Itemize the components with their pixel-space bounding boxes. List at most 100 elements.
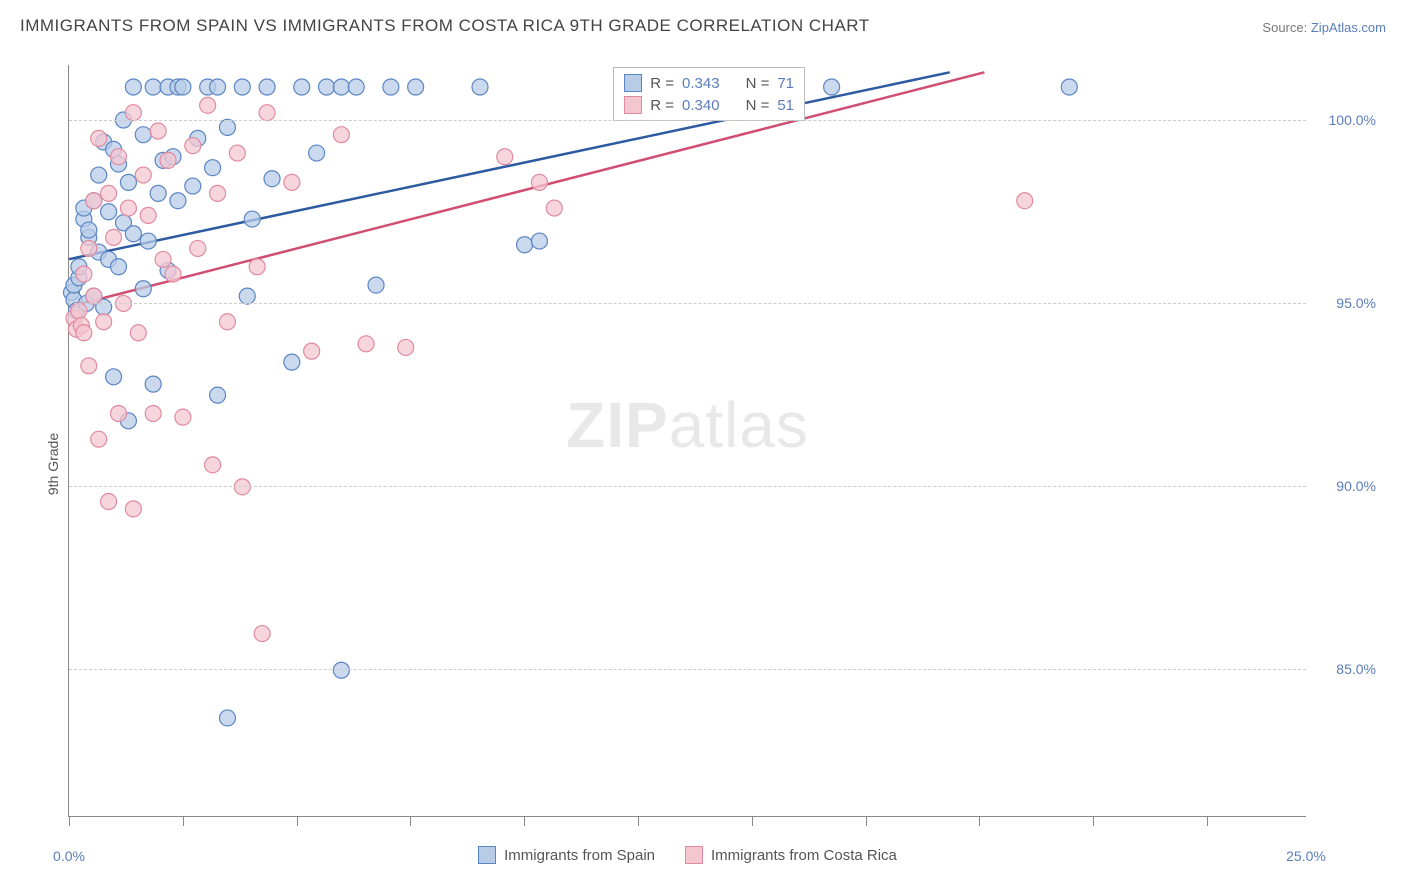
scatter-point (101, 185, 117, 201)
x-tick (1207, 816, 1208, 826)
scatter-point (517, 237, 533, 253)
scatter-point (145, 376, 161, 392)
scatter-point (239, 288, 255, 304)
x-tick (524, 816, 525, 826)
scatter-point (135, 127, 151, 143)
scatter-point (111, 259, 127, 275)
scatter-point (200, 97, 216, 113)
scatter-point (120, 174, 136, 190)
r-label: R = (650, 97, 674, 114)
scatter-point (531, 174, 547, 190)
scatter-point (249, 259, 265, 275)
scatter-point (175, 409, 191, 425)
scatter-point (254, 626, 270, 642)
y-tick-label: 100.0% (1329, 112, 1376, 128)
scatter-point (1017, 193, 1033, 209)
scatter-point (106, 369, 122, 385)
scatter-point (205, 160, 221, 176)
legend-item-spain: Immigrants from Spain (478, 846, 655, 864)
scatter-point (96, 314, 112, 330)
legend-swatch-spain-icon (478, 846, 496, 864)
scatter-point (244, 211, 260, 227)
y-tick-label: 90.0% (1336, 478, 1376, 494)
r-value-spain: 0.343 (682, 75, 720, 92)
plot-area: ZIPatlas R = 0.343 N = 71 R = 0.340 N = … (68, 65, 1306, 817)
legend-label-costarica: Immigrants from Costa Rica (711, 847, 897, 864)
scatter-point (86, 193, 102, 209)
scatter-point (140, 233, 156, 249)
n-label: N = (746, 75, 770, 92)
scatter-point (546, 200, 562, 216)
scatter-point (210, 387, 226, 403)
correlation-legend: R = 0.343 N = 71 R = 0.340 N = 51 (613, 67, 805, 121)
scatter-point (145, 79, 161, 95)
scatter-point (264, 171, 280, 187)
scatter-point (135, 167, 151, 183)
scatter-point (234, 79, 250, 95)
scatter-points-layer (69, 65, 1306, 816)
scatter-point (824, 79, 840, 95)
scatter-point (408, 79, 424, 95)
scatter-point (91, 431, 107, 447)
scatter-point (76, 266, 92, 282)
x-tick (297, 816, 298, 826)
scatter-point (150, 185, 166, 201)
scatter-point (125, 226, 141, 242)
source-link[interactable]: ZipAtlas.com (1311, 20, 1386, 35)
y-axis-label: 9th Grade (45, 432, 61, 494)
scatter-point (259, 79, 275, 95)
scatter-point (86, 288, 102, 304)
scatter-point (135, 281, 151, 297)
gridline (69, 669, 1306, 670)
scatter-point (91, 167, 107, 183)
legend-swatch-spain (624, 74, 642, 92)
chart-container: 9th Grade ZIPatlas R = 0.343 N = 71 R = … (20, 55, 1386, 872)
scatter-point (259, 105, 275, 121)
scatter-point (205, 457, 221, 473)
r-value-costarica: 0.340 (682, 97, 720, 114)
chart-title: IMMIGRANTS FROM SPAIN VS IMMIGRANTS FROM… (20, 16, 870, 35)
legend-item-costarica: Immigrants from Costa Rica (685, 846, 897, 864)
gridline (69, 303, 1306, 304)
scatter-point (348, 79, 364, 95)
scatter-point (160, 152, 176, 168)
scatter-point (219, 119, 235, 135)
scatter-point (81, 222, 97, 238)
x-tick (866, 816, 867, 826)
scatter-point (294, 79, 310, 95)
scatter-point (185, 178, 201, 194)
scatter-point (125, 79, 141, 95)
scatter-point (309, 145, 325, 161)
scatter-point (71, 303, 87, 319)
scatter-point (125, 105, 141, 121)
x-tick (183, 816, 184, 826)
x-tick (69, 816, 70, 826)
scatter-point (190, 240, 206, 256)
scatter-point (81, 358, 97, 374)
gridline (69, 486, 1306, 487)
scatter-point (81, 240, 97, 256)
scatter-point (219, 314, 235, 330)
x-tick (638, 816, 639, 826)
x-tick (979, 816, 980, 826)
scatter-point (101, 204, 117, 220)
scatter-point (284, 174, 300, 190)
r-label: R = (650, 75, 674, 92)
scatter-point (383, 79, 399, 95)
scatter-point (91, 130, 107, 146)
scatter-point (368, 277, 384, 293)
scatter-point (472, 79, 488, 95)
x-tick (752, 816, 753, 826)
scatter-point (170, 193, 186, 209)
legend-swatch-costarica-icon (685, 846, 703, 864)
scatter-point (358, 336, 374, 352)
scatter-point (210, 185, 226, 201)
scatter-point (175, 79, 191, 95)
scatter-point (319, 79, 335, 95)
legend-label-spain: Immigrants from Spain (504, 847, 655, 864)
source-attribution: Source: ZipAtlas.com (1262, 20, 1386, 35)
legend-swatch-costarica (624, 96, 642, 114)
x-tick (410, 816, 411, 826)
scatter-point (531, 233, 547, 249)
x-tick (1093, 816, 1094, 826)
